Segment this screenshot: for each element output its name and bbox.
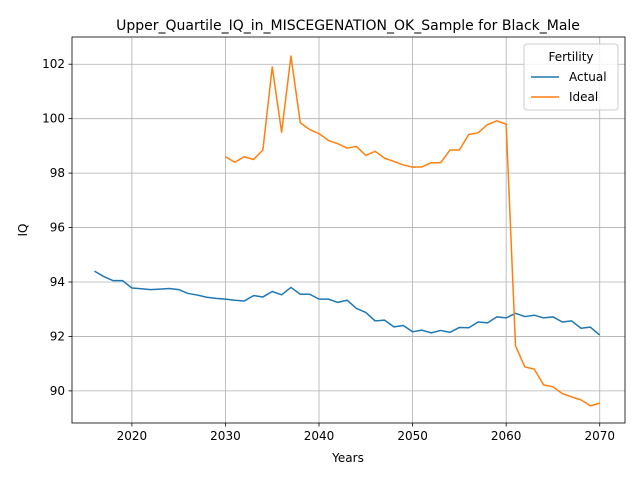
- chart-title: Upper_Quartile_IQ_in_MISCEGENATION_OK_Sa…: [116, 18, 580, 34]
- y-tick-label: 90: [50, 384, 65, 398]
- legend-box: [523, 43, 619, 111]
- y-tick-label: 92: [50, 329, 65, 343]
- y-tick-label: 94: [50, 275, 65, 289]
- series-line-ideal: [225, 55, 600, 407]
- series-layer: [94, 55, 601, 407]
- x-tick-label: 2070: [584, 429, 615, 443]
- grid: [72, 37, 625, 423]
- y-axis-label: IQ: [16, 224, 30, 237]
- x-axis-label: Years: [331, 451, 364, 465]
- legend: Fertility Actual Ideal: [523, 43, 619, 111]
- legend-label-actual: Actual: [569, 70, 607, 84]
- x-tick-label: 2040: [304, 429, 335, 443]
- series-line-actual: [94, 270, 601, 336]
- y-tick-label: 102: [42, 57, 65, 71]
- x-tick-label: 2030: [210, 429, 241, 443]
- x-axis-ticks: 2020 2030 2040 2050 2060 2070: [117, 423, 615, 443]
- x-tick-label: 2060: [491, 429, 522, 443]
- x-tick-label: 2050: [397, 429, 428, 443]
- y-tick-label: 100: [42, 112, 65, 126]
- x-tick-label: 2020: [117, 429, 148, 443]
- legend-label-ideal: Ideal: [569, 90, 598, 104]
- y-axis-ticks: 90 92 94 96 98 100 102: [42, 57, 72, 398]
- plot-frame: [71, 36, 626, 424]
- legend-title: Fertility: [548, 50, 593, 64]
- y-tick-label: 98: [50, 166, 65, 180]
- y-tick-label: 96: [50, 221, 65, 235]
